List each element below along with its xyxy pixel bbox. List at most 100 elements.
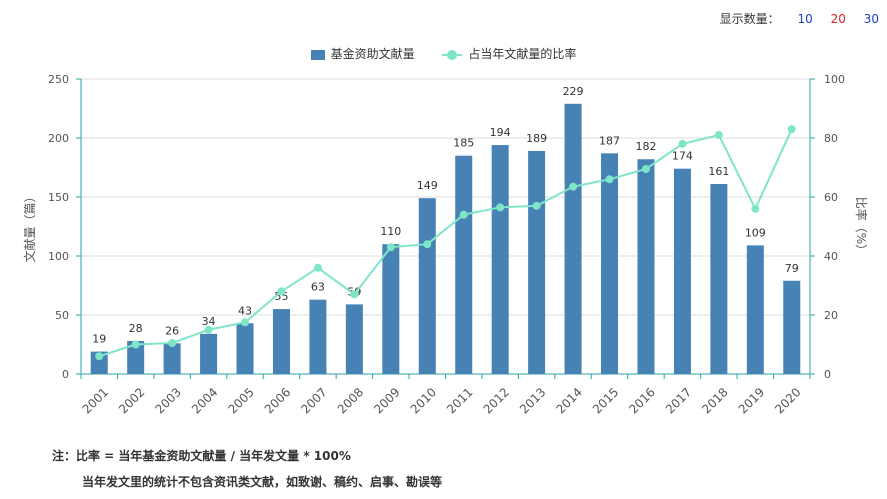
bar xyxy=(637,159,655,374)
bar xyxy=(272,309,290,374)
ratio-point xyxy=(386,243,395,252)
y-left-tick-label: 150 xyxy=(48,191,69,204)
y-left-tick-label: 100 xyxy=(48,250,69,263)
display-count-option-30[interactable]: 30 xyxy=(863,12,879,26)
bar xyxy=(236,323,254,374)
ratio-point xyxy=(168,339,177,348)
x-tick-label: 2010 xyxy=(408,385,439,416)
ratio-point xyxy=(350,290,359,299)
ratio-point xyxy=(714,131,723,140)
bar xyxy=(127,340,145,374)
ratio-point xyxy=(569,182,578,191)
bar xyxy=(418,198,436,374)
y-left-axis-title: 文献量（篇） xyxy=(22,190,37,262)
display-count-control: 显示数量： 10 20 30 xyxy=(720,10,879,27)
ratio-point xyxy=(313,263,322,272)
bar-value-label: 110 xyxy=(380,225,401,238)
y-right-tick-label: 40 xyxy=(824,250,838,263)
ratio-point xyxy=(131,340,140,349)
ratio-line xyxy=(98,128,793,358)
legend-label-funded: 基金资助文献量 xyxy=(330,47,415,61)
x-tick-label: 2018 xyxy=(699,385,730,416)
bar-value-label: 185 xyxy=(453,137,474,150)
x-tick-label: 2004 xyxy=(189,385,220,416)
bar-value-label: 149 xyxy=(417,179,438,192)
x-tick-label: 2008 xyxy=(335,385,366,416)
bar xyxy=(309,299,327,374)
bar-value-label: 187 xyxy=(599,134,620,147)
note-line-1: 注：比率 = 当年基金资助文献量 / 当年发文量 * 100% xyxy=(52,449,351,463)
bar-value-label: 194 xyxy=(490,126,511,139)
bar-value-label: 182 xyxy=(635,140,656,153)
bar xyxy=(710,184,728,374)
bar-value-label: 34 xyxy=(202,315,216,328)
bar-value-label: 26 xyxy=(165,324,179,337)
ratio-point xyxy=(641,164,650,173)
y-left-tick-label: 250 xyxy=(48,73,69,86)
bar xyxy=(783,280,801,374)
ratio-point xyxy=(277,287,286,296)
y-right-tick-label: 60 xyxy=(824,191,838,204)
ratio-point xyxy=(787,125,796,134)
bar xyxy=(746,245,764,374)
bar xyxy=(601,153,619,374)
x-tick-label: 2015 xyxy=(590,385,621,416)
bar xyxy=(90,351,108,374)
bar xyxy=(455,155,473,374)
x-tick-label: 2005 xyxy=(225,385,256,416)
ratio-point xyxy=(605,175,614,184)
y-right-tick-label: 20 xyxy=(824,309,838,322)
legend-item-ratio[interactable]: 占当年文献量的比率 xyxy=(442,45,576,62)
y-right-tick-label: 80 xyxy=(824,132,838,145)
y-left-tick-label: 200 xyxy=(48,132,69,145)
y-right-axis-title: 比率（%） xyxy=(854,197,869,256)
bar xyxy=(345,304,363,374)
x-tick-label: 2019 xyxy=(736,385,767,416)
bar-value-label: 19 xyxy=(92,333,106,346)
y-left-tick-label: 0 xyxy=(62,368,69,381)
ratio-point xyxy=(678,139,687,148)
bar xyxy=(528,150,546,374)
x-tick-label: 2002 xyxy=(116,385,147,416)
ratio-point xyxy=(241,318,250,327)
bar xyxy=(382,244,400,374)
x-tick-label: 2020 xyxy=(772,385,803,416)
x-tick-label: 2012 xyxy=(481,385,512,416)
x-tick-label: 2006 xyxy=(262,385,293,416)
legend-swatch-line xyxy=(442,49,463,60)
x-tick-label: 2011 xyxy=(444,385,475,416)
x-tick-label: 2017 xyxy=(663,385,694,416)
y-right-tick-label: 100 xyxy=(824,73,845,86)
bar xyxy=(564,103,582,374)
bar-value-label: 79 xyxy=(785,262,799,275)
legend-item-funded[interactable]: 基金资助文献量 xyxy=(310,45,415,62)
bar xyxy=(673,168,691,374)
legend-swatch-bar xyxy=(310,49,325,60)
x-tick-label: 2003 xyxy=(153,385,184,416)
ratio-point xyxy=(751,204,760,213)
ratio-point xyxy=(204,325,213,334)
display-count-option-20[interactable]: 20 xyxy=(830,12,846,26)
bar-value-label: 174 xyxy=(672,150,693,163)
x-tick-label: 2014 xyxy=(553,385,584,416)
ratio-point xyxy=(532,201,541,210)
display-count-label: 显示数量： xyxy=(719,12,780,26)
display-count-option-10[interactable]: 10 xyxy=(797,12,813,26)
bar-value-label: 161 xyxy=(708,165,729,178)
x-tick-label: 2007 xyxy=(298,385,329,416)
note-line-2: 当年发文里的统计不包含资讯类文献，如致谢、稿约、启事、勘误等 xyxy=(82,475,443,489)
bar xyxy=(491,145,509,374)
x-tick-label: 2001 xyxy=(80,385,111,416)
ratio-point xyxy=(95,352,104,361)
ratio-point xyxy=(496,203,505,212)
chart-legend: 基金资助文献量 占当年文献量的比率 xyxy=(0,45,887,62)
bar xyxy=(163,343,181,374)
bar-value-label: 189 xyxy=(526,132,547,145)
bar-value-label: 43 xyxy=(238,304,252,317)
chart-notes: 注：比率 = 当年基金资助文献量 / 当年发文量 * 100% 当年发文里的统计… xyxy=(52,443,442,495)
bar xyxy=(200,333,218,374)
y-left-tick-label: 50 xyxy=(55,309,69,322)
bar-value-label: 28 xyxy=(129,322,143,335)
x-tick-label: 2013 xyxy=(517,385,548,416)
